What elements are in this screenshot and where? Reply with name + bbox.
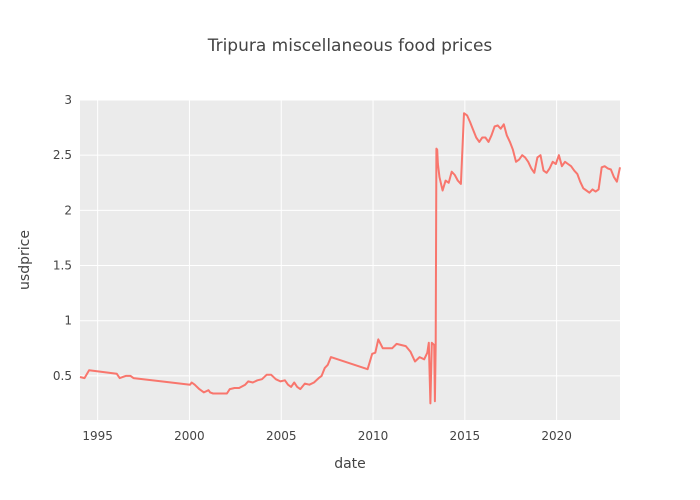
x-tick-label: 2015 (450, 429, 481, 443)
plot-area (80, 100, 620, 420)
chart-title: Tripura miscellaneous food prices (207, 36, 493, 56)
grid-lines (80, 99, 620, 420)
x-tick-label: 2010 (358, 429, 389, 443)
x-tick-label: 2020 (541, 429, 572, 443)
x-tick-label: 1995 (82, 429, 113, 443)
y-tick-label: 0.5 (53, 369, 72, 383)
tick-labels: 0.5 1 1.5 2 2.5 3 1995 2000 2005 2010 2015 2020 (53, 93, 572, 443)
x-axis-title: date (334, 456, 366, 472)
y-tick-label: 1 (64, 314, 72, 328)
y-axis-title: usdprice (17, 230, 33, 290)
x-tick-label: 2005 (266, 429, 297, 443)
x-tick-label: 2000 (174, 429, 205, 443)
series-line (79, 112, 621, 405)
y-tick-label: 2.5 (53, 148, 72, 162)
series-layer (79, 112, 621, 405)
y-tick-label: 3 (64, 93, 72, 107)
y-tick-label: 1.5 (53, 259, 72, 273)
y-tick-label: 2 (64, 203, 72, 217)
